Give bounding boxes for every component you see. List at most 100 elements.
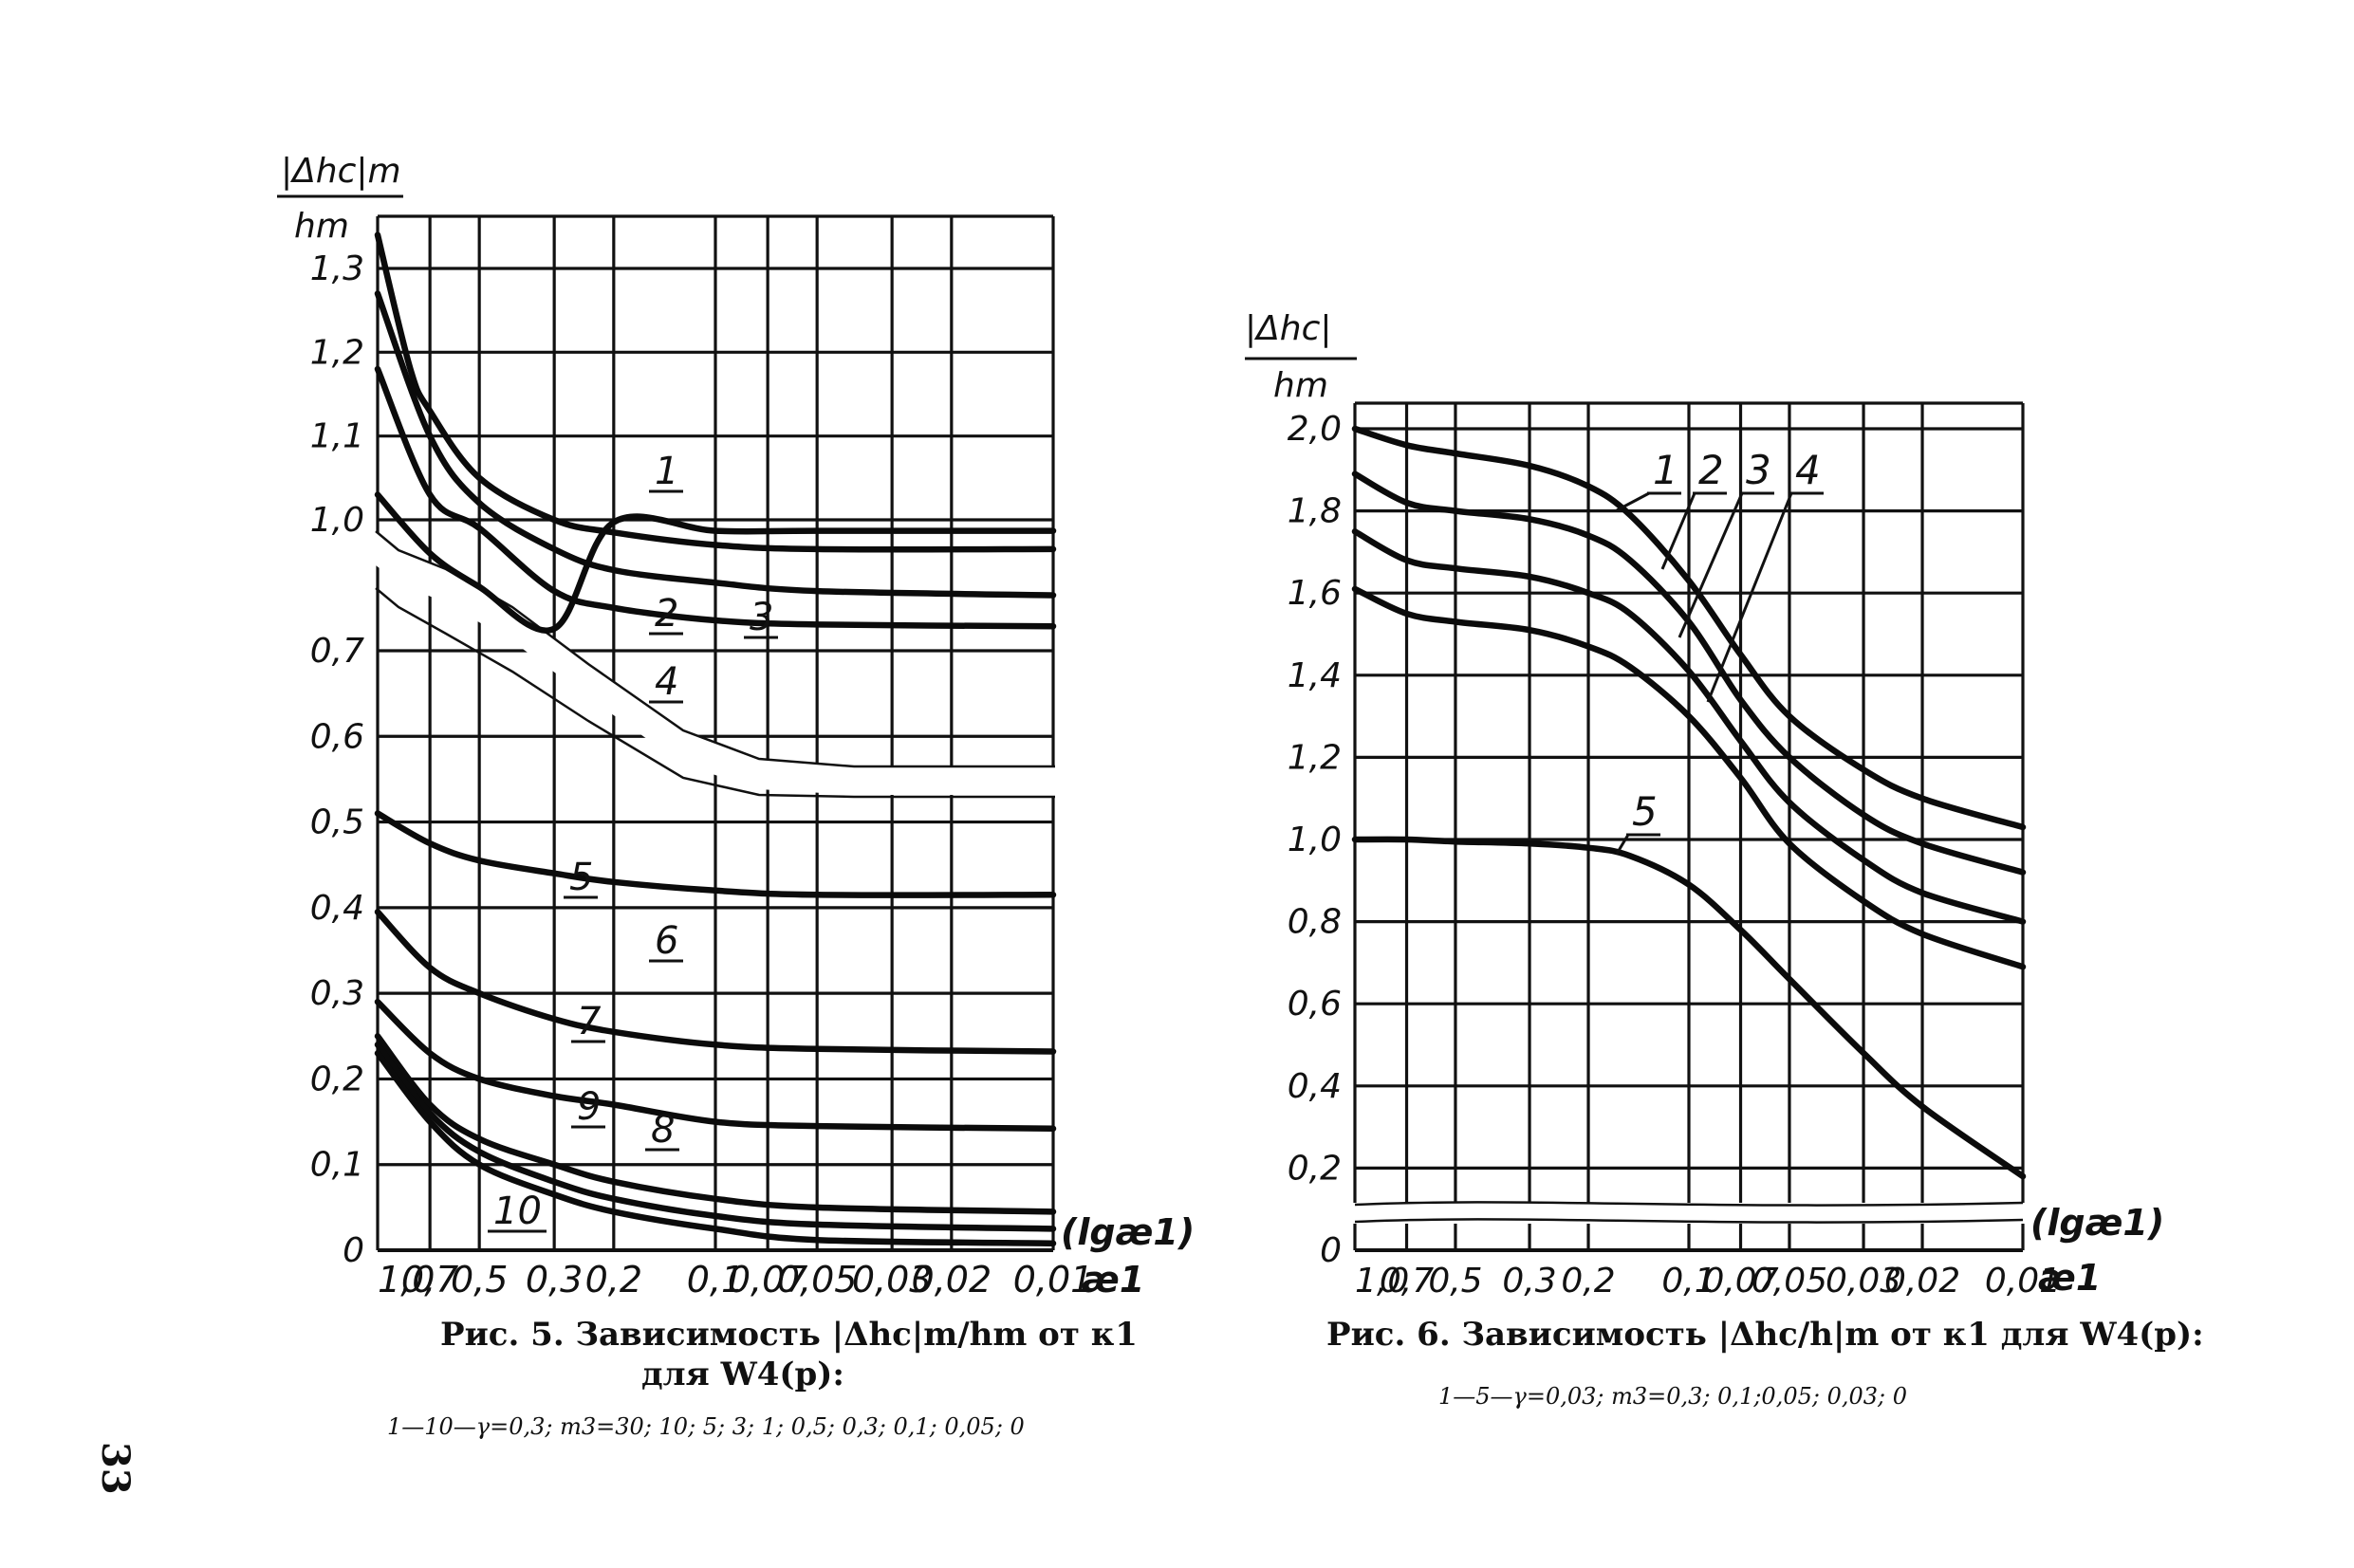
figure-5-series-10-line [374,1050,1057,1247]
figure-5-series-5-line [374,810,1057,898]
figure-6-series-label-leader-4 [1706,492,1793,703]
figure-6-x-tick-2: 0,5 [1428,1262,1482,1301]
figure-6-curves [1351,425,2027,1180]
figure-6-x-tick-6: 0,07 [1702,1262,1778,1301]
figure-5-series-label-1: 1 [655,450,678,493]
figure-5-y-tick-lower-6: 0,1 [310,1146,364,1185]
figure-6-series-5-line [1351,836,2027,1180]
figure-6-y-tick-9: 0,2 [1288,1149,1342,1188]
figure-6-series-1-line [1351,425,2027,831]
figure-6-y-tick-3: 1,4 [1288,656,1342,695]
figure-5-y-tick-upper-2: 1,1 [310,417,364,456]
figure-5-series-label-6: 6 [655,919,678,963]
figure-6-series-labels: 1 2 3 4 5 [1615,447,1824,855]
figure-5-series-label-9: 9 [577,1085,601,1129]
figure-6-caption-line1: Рис. 6. Зависимость |Δhc/h|m от κ1 для W… [1326,1316,2204,1354]
figure-6-series-label-1: 1 [1653,447,1678,493]
figure-6-grid [1351,401,2027,1252]
figure-5-axis-break-top [375,530,1055,768]
figure-5-x-tick-9: 0,02 [912,1259,992,1301]
figure-5-series-3-line [374,365,1057,630]
figure-5-series-label-5: 5 [569,856,593,899]
figure-6-y-tick-6: 0,8 [1288,903,1342,942]
figure-5-y-tick-lower-0: 0,7 [310,632,364,671]
figure-5-series-6-line [374,909,1057,1055]
figure-5-x-tick-4: 0,2 [585,1259,642,1301]
figure-6-series-label-5: 5 [1632,788,1658,835]
figure-5-series-label-2: 2 [655,592,678,636]
figure-6-x-axis-note: (lgæ1) [2030,1202,2164,1244]
figure-6-series-3-line [1351,528,2027,925]
figure-6-x-tick-8: 0,03 [1826,1262,1901,1301]
figure-6-y-tick-5: 1,0 [1288,821,1342,859]
figure-5-caption-line1: Рис. 5. Зависимость |Δhc|m/hm от κ1 [440,1316,1138,1354]
figure-5-x-tick-0: 1,0 [378,1259,435,1301]
figure-5-grid [375,214,1055,1252]
figure-6-y-tick-8: 0,4 [1288,1067,1342,1106]
figure-5-y-tick-lower-2: 0,5 [310,803,364,842]
figure-6-y-tick-0: 2,0 [1288,410,1342,449]
figure-5-series-label-10: 10 [493,1190,542,1233]
figure-5-y-tick-lower-3: 0,4 [310,889,364,928]
figure-6-x-tick-4: 0,2 [1561,1262,1615,1301]
figure-5-x-axis-note: (lgæ1) [1061,1211,1195,1253]
figure-6-ylabel-denominator: hm [1273,366,1328,405]
figure-5-y-tick-upper-3: 1,0 [310,501,364,540]
figure-6-y-tick-2: 1,6 [1288,574,1342,613]
figure-5-y-tick-lower-4: 0,3 [310,974,364,1013]
figure-5-series-8-line [374,1033,1057,1215]
figure-6-x-axis-symbol: æ1 [2038,1257,2101,1299]
figure-6-y-tick-1: 1,8 [1288,492,1342,531]
figure-6-series-4-line [1351,585,2027,970]
figure-5-series-label-8: 8 [651,1108,675,1152]
figure-6-series-label-2: 2 [1698,447,1724,493]
figure-5-x-tick-8: 0,03 [852,1259,933,1301]
figure-6-y-tick-10: 0 [1320,1231,1342,1270]
figure-6-series-label-leader-3 [1677,492,1744,638]
figure-5-y-tick-upper-0: 1,3 [310,249,364,288]
figure-5-x-tick-10: 0,01 [1013,1259,1094,1301]
figure-6-series-label-leader-1 [1616,491,1650,512]
figure-6-axis-break-top [1354,1201,2024,1207]
figure-5-series-label-4: 4 [655,660,678,704]
figure-5-series-9-line [374,1042,1057,1232]
figure-6-y-tick-7: 0,6 [1288,985,1342,1024]
figure-6-x-tick-9: 0,02 [1884,1262,1960,1301]
figure-6-x-tick-7: 0,05 [1752,1262,1827,1301]
figure-5-series-labels: 1 2 3 4 5 6 7 8 9 10 [488,450,778,1233]
figure-6-x-tick-5: 0,1 [1661,1262,1715,1301]
figure-6-legend-note: 1—5—γ=0,03; m3=0,3; 0,1;0,05; 0,03; 0 [1438,1383,1907,1410]
figure-5-x-tick-2: 0,5 [451,1259,508,1301]
figure-5-series-4-line [374,491,1057,634]
figure-5-y-tick-lower-5: 0,2 [310,1060,364,1098]
figure-6-y-tick-4: 1,2 [1288,738,1342,777]
figure-5-chart: 1,00,70,5 0,3 0,2 0,10,070,050,030,02 0,011,… [277,152,1195,1440]
figure-6-x-tick-1: 0,7 [1380,1262,1434,1301]
figure-6-series-label-4: 4 [1795,447,1821,493]
figure-6-axis-break-bottom [1354,1218,2024,1224]
figure-5-x-tick-3: 0,3 [526,1259,583,1301]
figure-6-chart: 1,00,70,5 0,3 0,2 0,10,070,050,030,02 0,012,… [1245,309,2204,1410]
figure-6-x-tick-3: 0,3 [1502,1262,1556,1301]
figure-5-y-tick-lower-7: 0 [343,1231,364,1270]
figure-6-series-label-leader-5 [1615,834,1630,855]
figure-6-series-label-3: 3 [1746,447,1771,493]
figure-5-x-tick-7: 0,05 [777,1259,858,1301]
figure-5-series-2-line [374,290,1057,599]
figure-5-tick-labels: 1,00,70,5 0,3 0,2 0,10,070,050,030,02 0,011,… [310,249,1094,1301]
figure-5-x-tick-6: 0,07 [728,1259,808,1301]
figure-5-y-tick-upper-1: 1,2 [310,333,364,372]
figure-5-x-axis-symbol: æ1 [1082,1259,1144,1301]
figure-5-axis-break-bottom [375,587,1055,799]
figure-5-curves [374,231,1057,1247]
figure-5-x-tick-1: 0,7 [401,1259,458,1301]
page-number: 33 [93,1442,138,1495]
figure-5-series-1-line [374,231,1057,553]
figure-6-x-tick-10: 0,01 [1985,1262,2061,1301]
figure-5-x-tick-5: 0,1 [687,1259,744,1301]
figure-6-series-2-line [1351,470,2027,876]
figure-5-ylabel-numerator: |Δhc|m [281,152,401,191]
figure-5-series-7-line [374,998,1057,1133]
figure-6-series-label-leader-2 [1660,492,1696,570]
